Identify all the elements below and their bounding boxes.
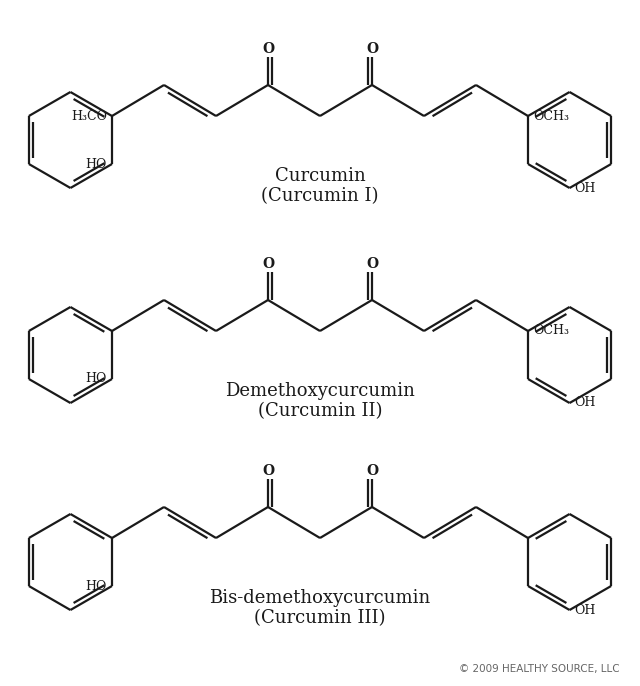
Text: OH: OH	[575, 604, 596, 617]
Text: O: O	[366, 42, 378, 56]
Text: H₃CO: H₃CO	[71, 110, 107, 123]
Text: Demethoxycurcumin
(Curcumin II): Demethoxycurcumin (Curcumin II)	[225, 381, 415, 421]
Text: Bis-demethoxycurcumin
(Curcumin III): Bis-demethoxycurcumin (Curcumin III)	[209, 589, 431, 628]
Text: O: O	[262, 464, 274, 478]
Text: © 2009 HEALTHY SOURCE, LLC: © 2009 HEALTHY SOURCE, LLC	[460, 664, 620, 674]
Text: OCH₃: OCH₃	[533, 324, 569, 338]
Text: O: O	[366, 257, 378, 271]
Text: O: O	[366, 464, 378, 478]
Text: O: O	[262, 42, 274, 56]
Text: OH: OH	[575, 182, 596, 195]
Text: HO: HO	[86, 372, 107, 386]
Text: OH: OH	[575, 397, 596, 410]
Text: HO: HO	[86, 158, 107, 171]
Text: Curcumin
(Curcumin I): Curcumin (Curcumin I)	[261, 167, 379, 205]
Text: O: O	[262, 257, 274, 271]
Text: OCH₃: OCH₃	[533, 110, 569, 123]
Text: HO: HO	[86, 580, 107, 593]
